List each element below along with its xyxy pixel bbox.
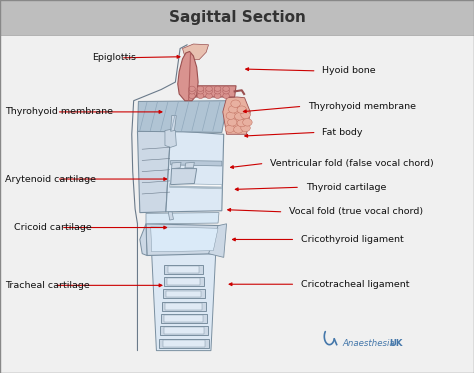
Text: Sagittal Section: Sagittal Section — [169, 10, 305, 25]
Text: Ventricular fold (false vocal chord): Ventricular fold (false vocal chord) — [270, 159, 434, 168]
Polygon shape — [164, 265, 203, 274]
Circle shape — [214, 86, 221, 91]
Polygon shape — [159, 339, 209, 348]
Polygon shape — [168, 212, 173, 220]
Text: Thyrohyoid membrane: Thyrohyoid membrane — [308, 102, 416, 111]
Polygon shape — [223, 97, 250, 134]
Circle shape — [241, 124, 250, 132]
Polygon shape — [163, 340, 205, 347]
Text: Anaesthesia: Anaesthesia — [343, 339, 395, 348]
Circle shape — [189, 93, 195, 98]
Polygon shape — [146, 213, 219, 224]
Circle shape — [214, 93, 221, 98]
Polygon shape — [164, 315, 203, 322]
Circle shape — [206, 93, 212, 98]
Polygon shape — [178, 51, 198, 101]
Polygon shape — [164, 327, 204, 334]
Text: UK: UK — [389, 339, 402, 348]
Polygon shape — [163, 289, 205, 298]
Polygon shape — [140, 224, 147, 256]
Circle shape — [226, 112, 236, 119]
Circle shape — [234, 126, 243, 133]
Polygon shape — [166, 291, 201, 297]
Polygon shape — [182, 44, 209, 60]
Circle shape — [206, 86, 212, 91]
Polygon shape — [171, 116, 176, 131]
Circle shape — [197, 93, 204, 98]
Polygon shape — [209, 224, 227, 257]
Polygon shape — [172, 162, 181, 169]
Text: Arytenoid cartilage: Arytenoid cartilage — [5, 175, 96, 184]
Text: Thyrohyoid membrane: Thyrohyoid membrane — [5, 107, 113, 116]
Circle shape — [241, 111, 250, 119]
Circle shape — [228, 106, 238, 113]
Polygon shape — [137, 101, 228, 132]
Polygon shape — [137, 131, 171, 213]
Circle shape — [237, 106, 246, 113]
Circle shape — [197, 89, 204, 94]
Polygon shape — [165, 303, 202, 310]
Text: Vocal fold (true vocal chord): Vocal fold (true vocal chord) — [289, 207, 423, 216]
Circle shape — [228, 119, 237, 126]
Text: Cricotracheal ligament: Cricotracheal ligament — [301, 280, 410, 289]
Polygon shape — [189, 86, 236, 97]
Circle shape — [197, 86, 204, 91]
Polygon shape — [160, 326, 208, 335]
Polygon shape — [171, 169, 197, 185]
Circle shape — [223, 93, 229, 98]
Polygon shape — [166, 131, 224, 212]
Circle shape — [189, 89, 195, 94]
Circle shape — [223, 89, 229, 94]
Text: Hyoid bone: Hyoid bone — [322, 66, 376, 75]
Polygon shape — [185, 162, 194, 168]
Circle shape — [223, 86, 229, 91]
Circle shape — [214, 89, 221, 94]
Polygon shape — [152, 254, 216, 351]
Polygon shape — [164, 277, 204, 286]
Polygon shape — [151, 227, 218, 252]
Circle shape — [243, 119, 252, 126]
Polygon shape — [161, 314, 207, 323]
Text: Cricoid cartilage: Cricoid cartilage — [14, 223, 92, 232]
Text: Epiglottis: Epiglottis — [92, 53, 137, 62]
Circle shape — [206, 89, 212, 94]
Circle shape — [225, 125, 235, 132]
Polygon shape — [168, 266, 199, 273]
Text: Thyroid cartilage: Thyroid cartilage — [306, 183, 386, 192]
Polygon shape — [167, 278, 200, 285]
Text: Cricothyroid ligament: Cricothyroid ligament — [301, 235, 404, 244]
Polygon shape — [162, 302, 206, 311]
Polygon shape — [146, 224, 224, 256]
Text: Tracheal cartilage: Tracheal cartilage — [5, 281, 90, 290]
Circle shape — [237, 119, 246, 127]
Circle shape — [235, 113, 244, 120]
FancyBboxPatch shape — [0, 0, 474, 35]
Circle shape — [231, 100, 240, 107]
Polygon shape — [170, 184, 222, 189]
Circle shape — [189, 86, 195, 91]
Polygon shape — [165, 129, 176, 147]
Polygon shape — [171, 160, 222, 166]
Text: Fat body: Fat body — [322, 128, 363, 137]
